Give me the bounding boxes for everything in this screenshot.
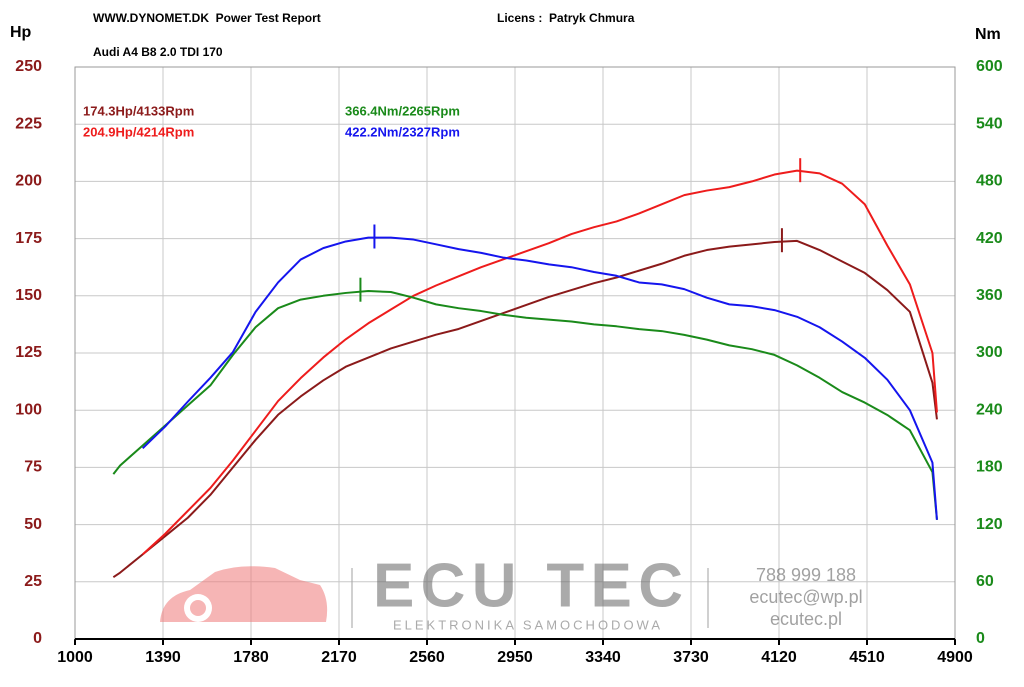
email: ecutec@wp.pl — [749, 587, 862, 607]
x-tick-label: 2560 — [409, 649, 445, 666]
y2-tick-label: 480 — [976, 173, 1003, 190]
licence: Licens : Patryk Chmura — [497, 11, 635, 25]
y-tick-label: 200 — [15, 173, 42, 190]
y-tick-label: 50 — [24, 516, 42, 533]
watermark: ECU TEC ELEKTRONIKA SAMOCHODOWA 788 999 … — [160, 551, 863, 632]
y-tick-label: 175 — [15, 230, 42, 247]
x-tick-label: 4900 — [937, 649, 973, 666]
y2-tick-label: 600 — [976, 58, 1003, 75]
y2-tick-label: 120 — [976, 516, 1003, 533]
vehicle: Audi A4 B8 2.0 TDI 170 — [93, 45, 223, 59]
series-line — [112, 239, 938, 579]
y-tick-label: 125 — [15, 344, 42, 361]
peak-label: 204.9Hp/4214Rpm — [83, 124, 194, 139]
y2-tick-label: 240 — [976, 401, 1003, 418]
peak-label: 422.2Nm/2327Rpm — [345, 124, 460, 139]
y2-tick-label: 360 — [976, 287, 1003, 304]
y-tick-label: 250 — [15, 58, 42, 75]
y-tick-label: 0 — [33, 630, 42, 647]
peak-label: 366.4Nm/2265Rpm — [345, 103, 460, 118]
y-tick-label: 150 — [15, 287, 42, 304]
x-tick-label: 4120 — [761, 649, 797, 666]
x-tick-label: 2950 — [497, 649, 533, 666]
y-tick-label: 75 — [24, 459, 42, 476]
tagline: ELEKTRONIKA SAMOCHODOWA — [393, 617, 663, 632]
y2-tick-label: 180 — [976, 459, 1003, 476]
y2-tick-label: 420 — [976, 230, 1003, 247]
website: ecutec.pl — [770, 609, 842, 629]
peak-label: 174.3Hp/4133Rpm — [83, 103, 194, 118]
y2-tick-label: 0 — [976, 630, 985, 647]
wheel-hub — [190, 600, 206, 616]
y-axis-label: Hp — [10, 24, 32, 41]
series-line — [142, 169, 938, 556]
y2-axis-label: Nm — [975, 26, 1001, 43]
y-tick-label: 25 — [24, 573, 42, 590]
brand: ECU TEC — [373, 551, 683, 620]
x-tick-label: 2170 — [321, 649, 357, 666]
x-tick-label: 3730 — [673, 649, 709, 666]
series-line — [112, 290, 938, 520]
x-tick-label: 4510 — [849, 649, 885, 666]
x-tick-label: 1780 — [233, 649, 269, 666]
y-tick-label: 100 — [15, 401, 42, 418]
x-tick-label: 1000 — [57, 649, 93, 666]
plot — [112, 158, 938, 579]
y2-tick-label: 60 — [976, 573, 994, 590]
y-tick-label: 225 — [15, 115, 42, 132]
phone: 788 999 188 — [756, 565, 856, 585]
x-tick-label: 1390 — [145, 649, 181, 666]
series-line — [141, 236, 938, 520]
y2-tick-label: 300 — [976, 344, 1003, 361]
y2-tick-label: 540 — [976, 115, 1003, 132]
report-title: WWW.DYNOMET.DK Power Test Report — [93, 11, 321, 25]
x-tick-label: 3340 — [585, 649, 621, 666]
